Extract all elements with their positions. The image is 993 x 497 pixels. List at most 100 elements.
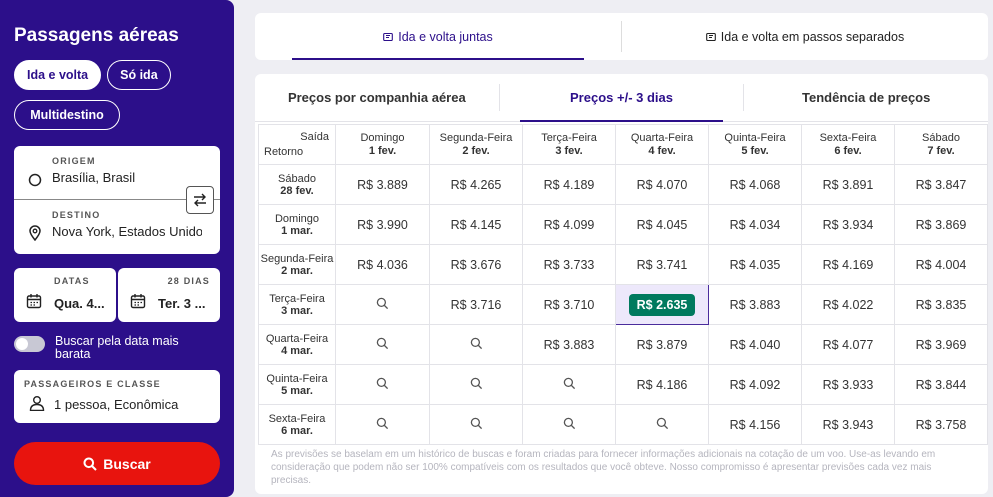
table-row: Quarta-Feira 4 mar. R$ 3.883 R$ 3.879 R$ 4.0… bbox=[258, 324, 988, 365]
cheapest-date-label: Buscar pela data mais barata bbox=[55, 334, 179, 361]
column-header: Quarta-Feira 4 fev. bbox=[615, 124, 709, 165]
depart-date-field[interactable]: DATAS Qua. 4... bbox=[14, 268, 116, 322]
price-cell[interactable]: R$ 4.035 bbox=[708, 244, 802, 285]
price-cell[interactable]: R$ 4.099 bbox=[522, 204, 616, 245]
price-cell[interactable]: R$ 3.676 bbox=[429, 244, 523, 285]
price-cell[interactable]: R$ 4.145 bbox=[429, 204, 523, 245]
ticket-icon bbox=[705, 32, 716, 41]
price-cell[interactable]: R$ 4.156 bbox=[708, 404, 802, 445]
search-cell[interactable] bbox=[429, 324, 523, 365]
swap-button[interactable] bbox=[186, 186, 214, 214]
search-cell[interactable] bbox=[335, 284, 430, 325]
column-date: 1 fev. bbox=[368, 144, 397, 157]
price-cell[interactable]: R$ 3.835 bbox=[894, 284, 988, 325]
search-icon bbox=[376, 417, 389, 429]
search-button-label: Buscar bbox=[103, 455, 151, 472]
price-cell[interactable]: R$ 3.869 bbox=[894, 204, 988, 245]
row-header: Quinta-Feira 5 mar. bbox=[258, 364, 336, 405]
divider bbox=[14, 199, 220, 200]
tab-price-trend[interactable]: Tendência de preços bbox=[802, 90, 931, 105]
price-cell[interactable]: R$ 3.889 bbox=[335, 164, 430, 205]
search-cell[interactable] bbox=[335, 324, 430, 365]
search-cell[interactable] bbox=[522, 404, 616, 445]
price-cell[interactable]: R$ 4.077 bbox=[801, 324, 895, 365]
tab-label: Ida e volta juntas bbox=[398, 29, 493, 44]
divider bbox=[498, 84, 500, 111]
price-cell[interactable]: R$ 3.844 bbox=[894, 364, 988, 405]
cheapest-date-toggle[interactable] bbox=[14, 336, 45, 352]
search-cell[interactable] bbox=[335, 364, 430, 405]
calendar-icon bbox=[26, 294, 42, 309]
search-cell[interactable] bbox=[335, 404, 430, 445]
search-cell[interactable] bbox=[522, 364, 616, 405]
row-day: Terça-Feira bbox=[269, 292, 325, 305]
price-cell[interactable]: R$ 4.092 bbox=[708, 364, 802, 405]
price-cell[interactable]: R$ 4.068 bbox=[708, 164, 802, 205]
divider bbox=[621, 21, 622, 52]
price-cell[interactable]: R$ 4.040 bbox=[708, 324, 802, 365]
price-cell[interactable]: R$ 3.741 bbox=[615, 244, 709, 285]
tab-label: Ida e volta em passos separados bbox=[720, 29, 905, 44]
price-cell[interactable]: R$ 3.933 bbox=[801, 364, 895, 405]
price-cell[interactable]: R$ 4.022 bbox=[801, 284, 895, 325]
price-cell[interactable]: R$ 4.036 bbox=[335, 244, 430, 285]
origin-value: Brasília, Brasil bbox=[52, 170, 136, 185]
column-date: 3 fev. bbox=[555, 144, 583, 157]
best-price-cell[interactable]: R$ 2.635 bbox=[615, 284, 709, 325]
price-cell[interactable]: R$ 3.710 bbox=[522, 284, 616, 325]
column-date: 7 fev. bbox=[927, 144, 955, 157]
price-cell[interactable]: R$ 3.891 bbox=[801, 164, 895, 205]
price-cell[interactable]: R$ 4.265 bbox=[429, 164, 523, 205]
price-cell[interactable]: R$ 3.943 bbox=[801, 404, 895, 445]
price-cell[interactable]: R$ 3.847 bbox=[894, 164, 988, 205]
divider bbox=[743, 84, 745, 111]
price-cell[interactable]: R$ 4.169 bbox=[801, 244, 895, 285]
trip-type-multi-city[interactable]: Multidestino bbox=[14, 100, 120, 130]
ticket-icon bbox=[383, 32, 394, 41]
price-cell[interactable]: R$ 3.883 bbox=[522, 324, 616, 365]
price-cell[interactable]: R$ 4.189 bbox=[522, 164, 616, 205]
tab-prices-by-airline[interactable]: Preços por companhia aérea bbox=[287, 90, 466, 105]
price-cell[interactable]: R$ 3.716 bbox=[429, 284, 523, 325]
tab-round-trip-together[interactable]: Ida e volta juntas bbox=[255, 13, 621, 60]
tab-round-trip-separate[interactable]: Ida e volta em passos separados bbox=[622, 13, 988, 60]
tab-prices-plus-minus-3-days[interactable]: Preços +/- 3 dias bbox=[500, 74, 744, 122]
passengers-class-field[interactable]: PASSAGEIROS E CLASSE 1 pessoa, Econômica bbox=[14, 370, 220, 423]
row-header: Quarta-Feira 4 mar. bbox=[258, 324, 336, 365]
search-icon bbox=[83, 457, 97, 471]
column-header: Sexta-Feira 6 fev. bbox=[801, 124, 895, 165]
table-header-row: Saída Retorno Domingo 1 fev. Segunda-Feira… bbox=[258, 124, 988, 165]
trip-type-round-trip[interactable]: Ida e volta bbox=[14, 60, 102, 90]
trip-mode-tabs: Ida e volta juntas Ida e volta em passos… bbox=[255, 13, 988, 60]
column-day: Domingo bbox=[360, 131, 405, 144]
price-cell[interactable]: R$ 3.990 bbox=[335, 204, 430, 245]
search-button[interactable]: Buscar bbox=[14, 442, 220, 485]
return-date-field[interactable]: 28 DIAS Ter. 3 ... bbox=[118, 268, 220, 322]
return-date-value: Ter. 3 ... bbox=[158, 296, 206, 311]
column-header: Quinta-Feira 5 fev. bbox=[708, 124, 802, 165]
destination-field[interactable]: DESTINO Nova York, Estados Unidos bbox=[14, 210, 220, 239]
price-cell[interactable]: R$ 4.004 bbox=[894, 244, 988, 285]
price-cell[interactable]: R$ 3.934 bbox=[801, 204, 895, 245]
search-cell[interactable] bbox=[429, 404, 523, 445]
search-cell[interactable] bbox=[615, 404, 709, 445]
row-date: 4 mar. bbox=[281, 344, 313, 357]
price-cell[interactable]: R$ 3.758 bbox=[894, 404, 988, 445]
price-cell[interactable]: R$ 3.733 bbox=[522, 244, 616, 285]
search-cell[interactable] bbox=[429, 364, 523, 405]
price-cell[interactable]: R$ 4.070 bbox=[615, 164, 709, 205]
price-cell[interactable]: R$ 4.034 bbox=[708, 204, 802, 245]
row-header: Sábado 28 fev. bbox=[258, 164, 336, 205]
column-day: Sábado bbox=[922, 131, 960, 144]
price-cell[interactable]: R$ 3.883 bbox=[708, 284, 802, 325]
price-cell[interactable]: R$ 4.045 bbox=[615, 204, 709, 245]
column-day: Terça-Feira bbox=[541, 131, 597, 144]
price-cell[interactable]: R$ 3.969 bbox=[894, 324, 988, 365]
table-row: Quinta-Feira 5 mar. R$ 4.186 R$ 4.092 R$ 3.9… bbox=[258, 364, 988, 405]
search-icon bbox=[376, 337, 389, 349]
price-cell[interactable]: R$ 3.879 bbox=[615, 324, 709, 365]
trip-type-one-way[interactable]: Só ida bbox=[107, 60, 171, 90]
origin-field[interactable]: ORIGEM Brasília, Brasil bbox=[14, 156, 220, 185]
price-cell[interactable]: R$ 4.186 bbox=[615, 364, 709, 405]
best-price-badge: R$ 2.635 bbox=[628, 293, 696, 316]
